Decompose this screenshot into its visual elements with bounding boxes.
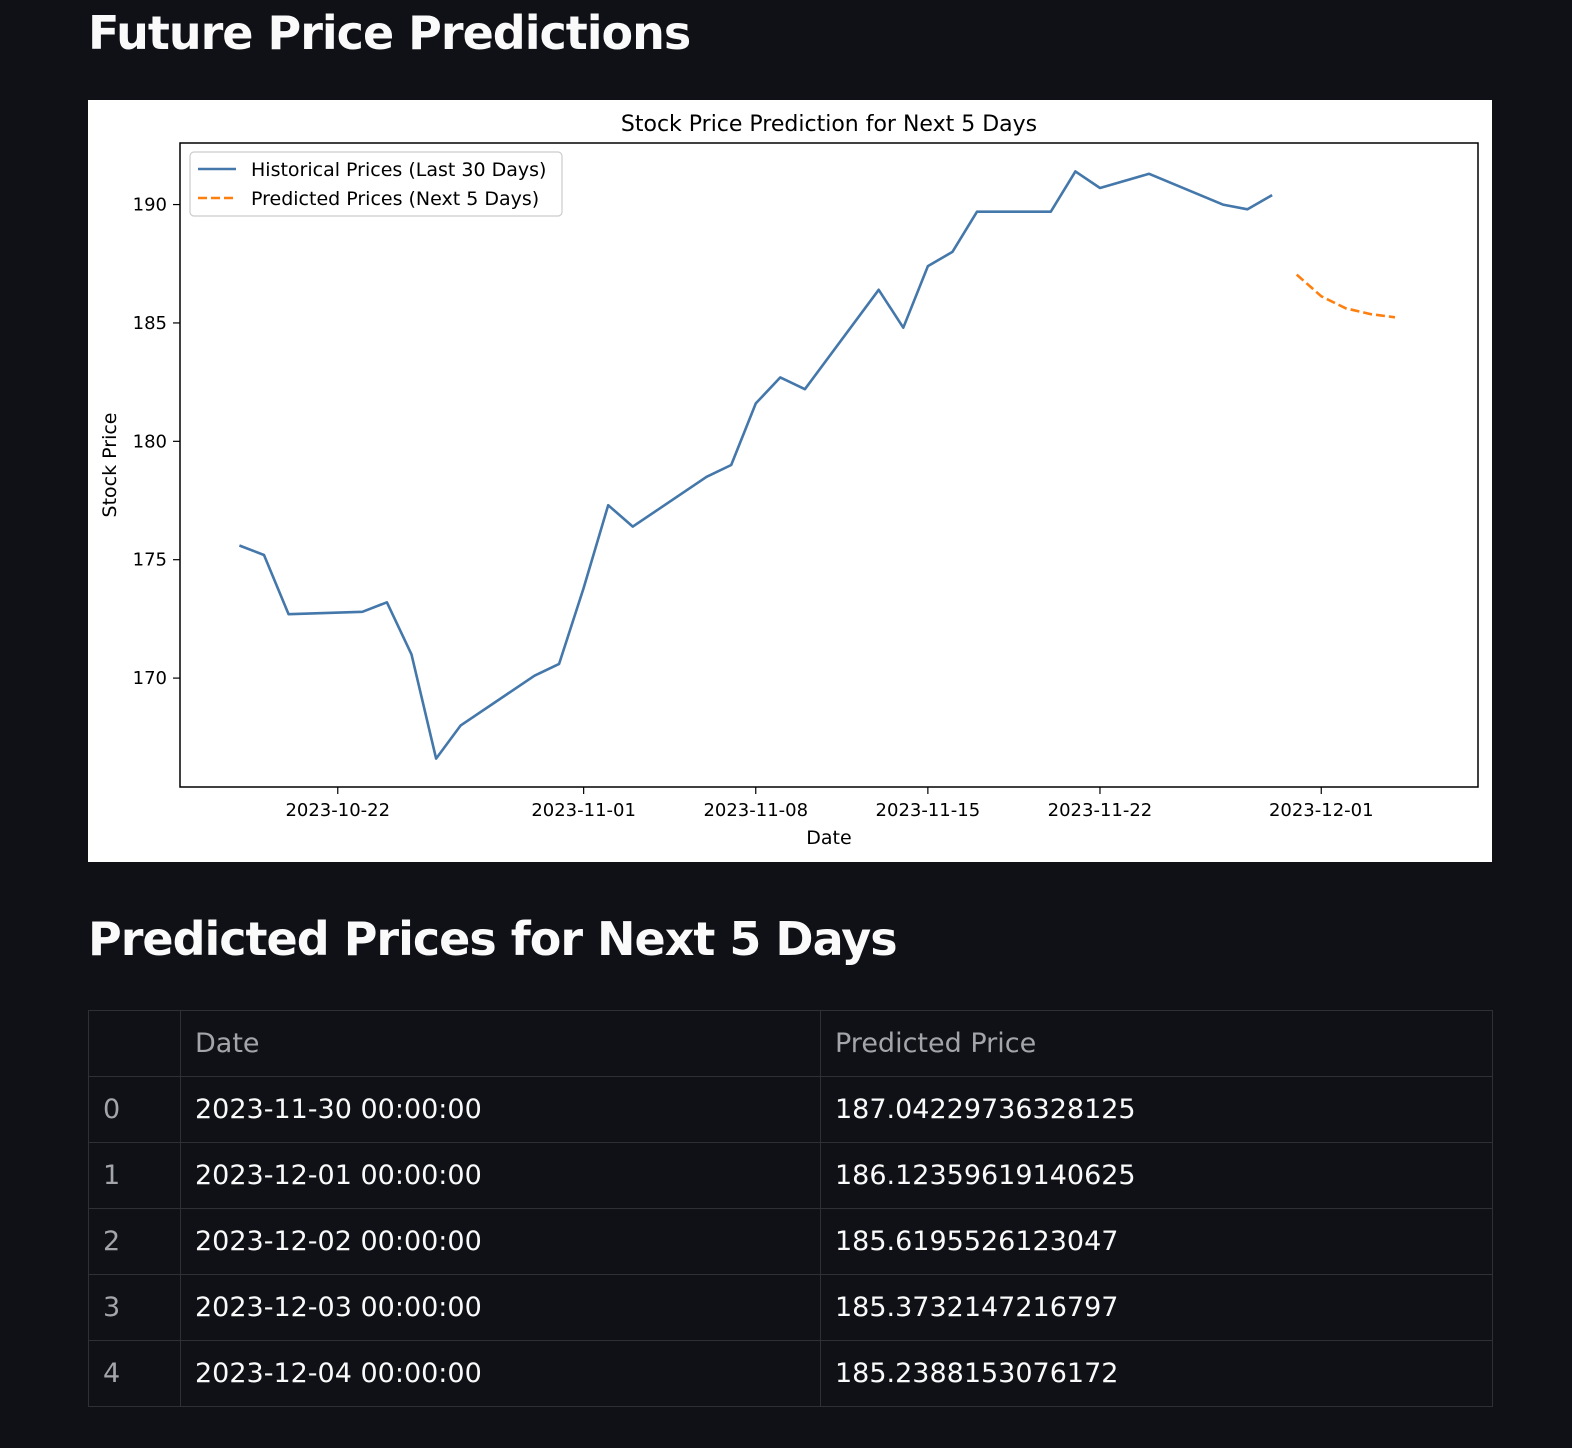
historical-price-line xyxy=(238,170,1273,760)
x-axis-label: Date xyxy=(806,827,851,849)
chart-title: Stock Price Prediction for Next 5 Days xyxy=(621,112,1037,137)
legend-entry: Predicted Prices (Next 5 Days) xyxy=(251,188,539,210)
table-heading: Predicted Prices for Next 5 Days xyxy=(88,912,898,966)
row-price[interactable]: 185.6195526123047 xyxy=(820,1208,1493,1275)
row-date[interactable]: 2023-11-30 00:00:00 xyxy=(180,1076,821,1143)
table-row: 0 2023-11-30 00:00:00 187.04229736328125 xyxy=(88,1076,1493,1143)
row-index: 3 xyxy=(88,1274,181,1341)
price-chart: Stock Price Prediction for Next 5 Days 20… xyxy=(88,100,1492,862)
x-tick-label: 2023-10-22 xyxy=(285,800,390,821)
row-date[interactable]: 2023-12-03 00:00:00 xyxy=(180,1274,821,1341)
legend-entry: Historical Prices (Last 30 Days) xyxy=(251,159,546,181)
table-header-row: Date Predicted Price xyxy=(88,1010,1493,1077)
x-tick-label: 2023-11-01 xyxy=(531,800,636,821)
x-tick-label: 2023-11-15 xyxy=(876,800,981,821)
date-header[interactable]: Date xyxy=(180,1010,821,1077)
y-tick-label: 180 xyxy=(133,431,167,452)
predicted-price-line xyxy=(1295,273,1396,319)
row-price[interactable]: 185.2388153076172 xyxy=(820,1340,1493,1407)
y-tick-label: 190 xyxy=(133,195,167,216)
page-title: Future Price Predictions xyxy=(88,6,691,60)
row-price[interactable]: 187.04229736328125 xyxy=(820,1076,1493,1143)
chart-legend xyxy=(189,151,563,217)
chart-svg: Stock Price Prediction for Next 5 Days 20… xyxy=(99,112,1479,849)
row-index: 0 xyxy=(88,1076,181,1143)
row-date[interactable]: 2023-12-02 00:00:00 xyxy=(180,1208,821,1275)
y-tick-label: 170 xyxy=(133,668,167,689)
table-row: 3 2023-12-03 00:00:00 185.3732147216797 xyxy=(88,1274,1493,1341)
row-index: 2 xyxy=(88,1208,181,1275)
predicted-price-header[interactable]: Predicted Price xyxy=(820,1010,1493,1077)
y-tick-label: 185 xyxy=(133,313,167,334)
row-date[interactable]: 2023-12-04 00:00:00 xyxy=(180,1340,821,1407)
plot-frame xyxy=(179,142,1479,788)
y-axis-label: Stock Price xyxy=(99,413,121,518)
row-date[interactable]: 2023-12-01 00:00:00 xyxy=(180,1142,821,1209)
predictions-table: Date Predicted Price 0 2023-11-30 00:00:… xyxy=(88,1010,1493,1407)
row-price[interactable]: 186.12359619140625 xyxy=(820,1142,1493,1209)
index-header[interactable] xyxy=(88,1010,181,1077)
x-tick-label: 2023-11-22 xyxy=(1048,800,1153,821)
predictions-table-container[interactable]: Date Predicted Price 0 2023-11-30 00:00:… xyxy=(88,1010,1493,1407)
y-tick-label: 175 xyxy=(133,550,167,571)
table-row: 2 2023-12-02 00:00:00 185.6195526123047 xyxy=(88,1208,1493,1275)
x-tick-label: 2023-12-01 xyxy=(1269,800,1374,821)
x-tick-label: 2023-11-08 xyxy=(703,800,808,821)
table-row: 4 2023-12-04 00:00:00 185.2388153076172 xyxy=(88,1340,1493,1407)
row-index: 4 xyxy=(88,1340,181,1407)
table-row: 1 2023-12-01 00:00:00 186.12359619140625 xyxy=(88,1142,1493,1209)
row-index: 1 xyxy=(88,1142,181,1209)
row-price[interactable]: 185.3732147216797 xyxy=(820,1274,1493,1341)
